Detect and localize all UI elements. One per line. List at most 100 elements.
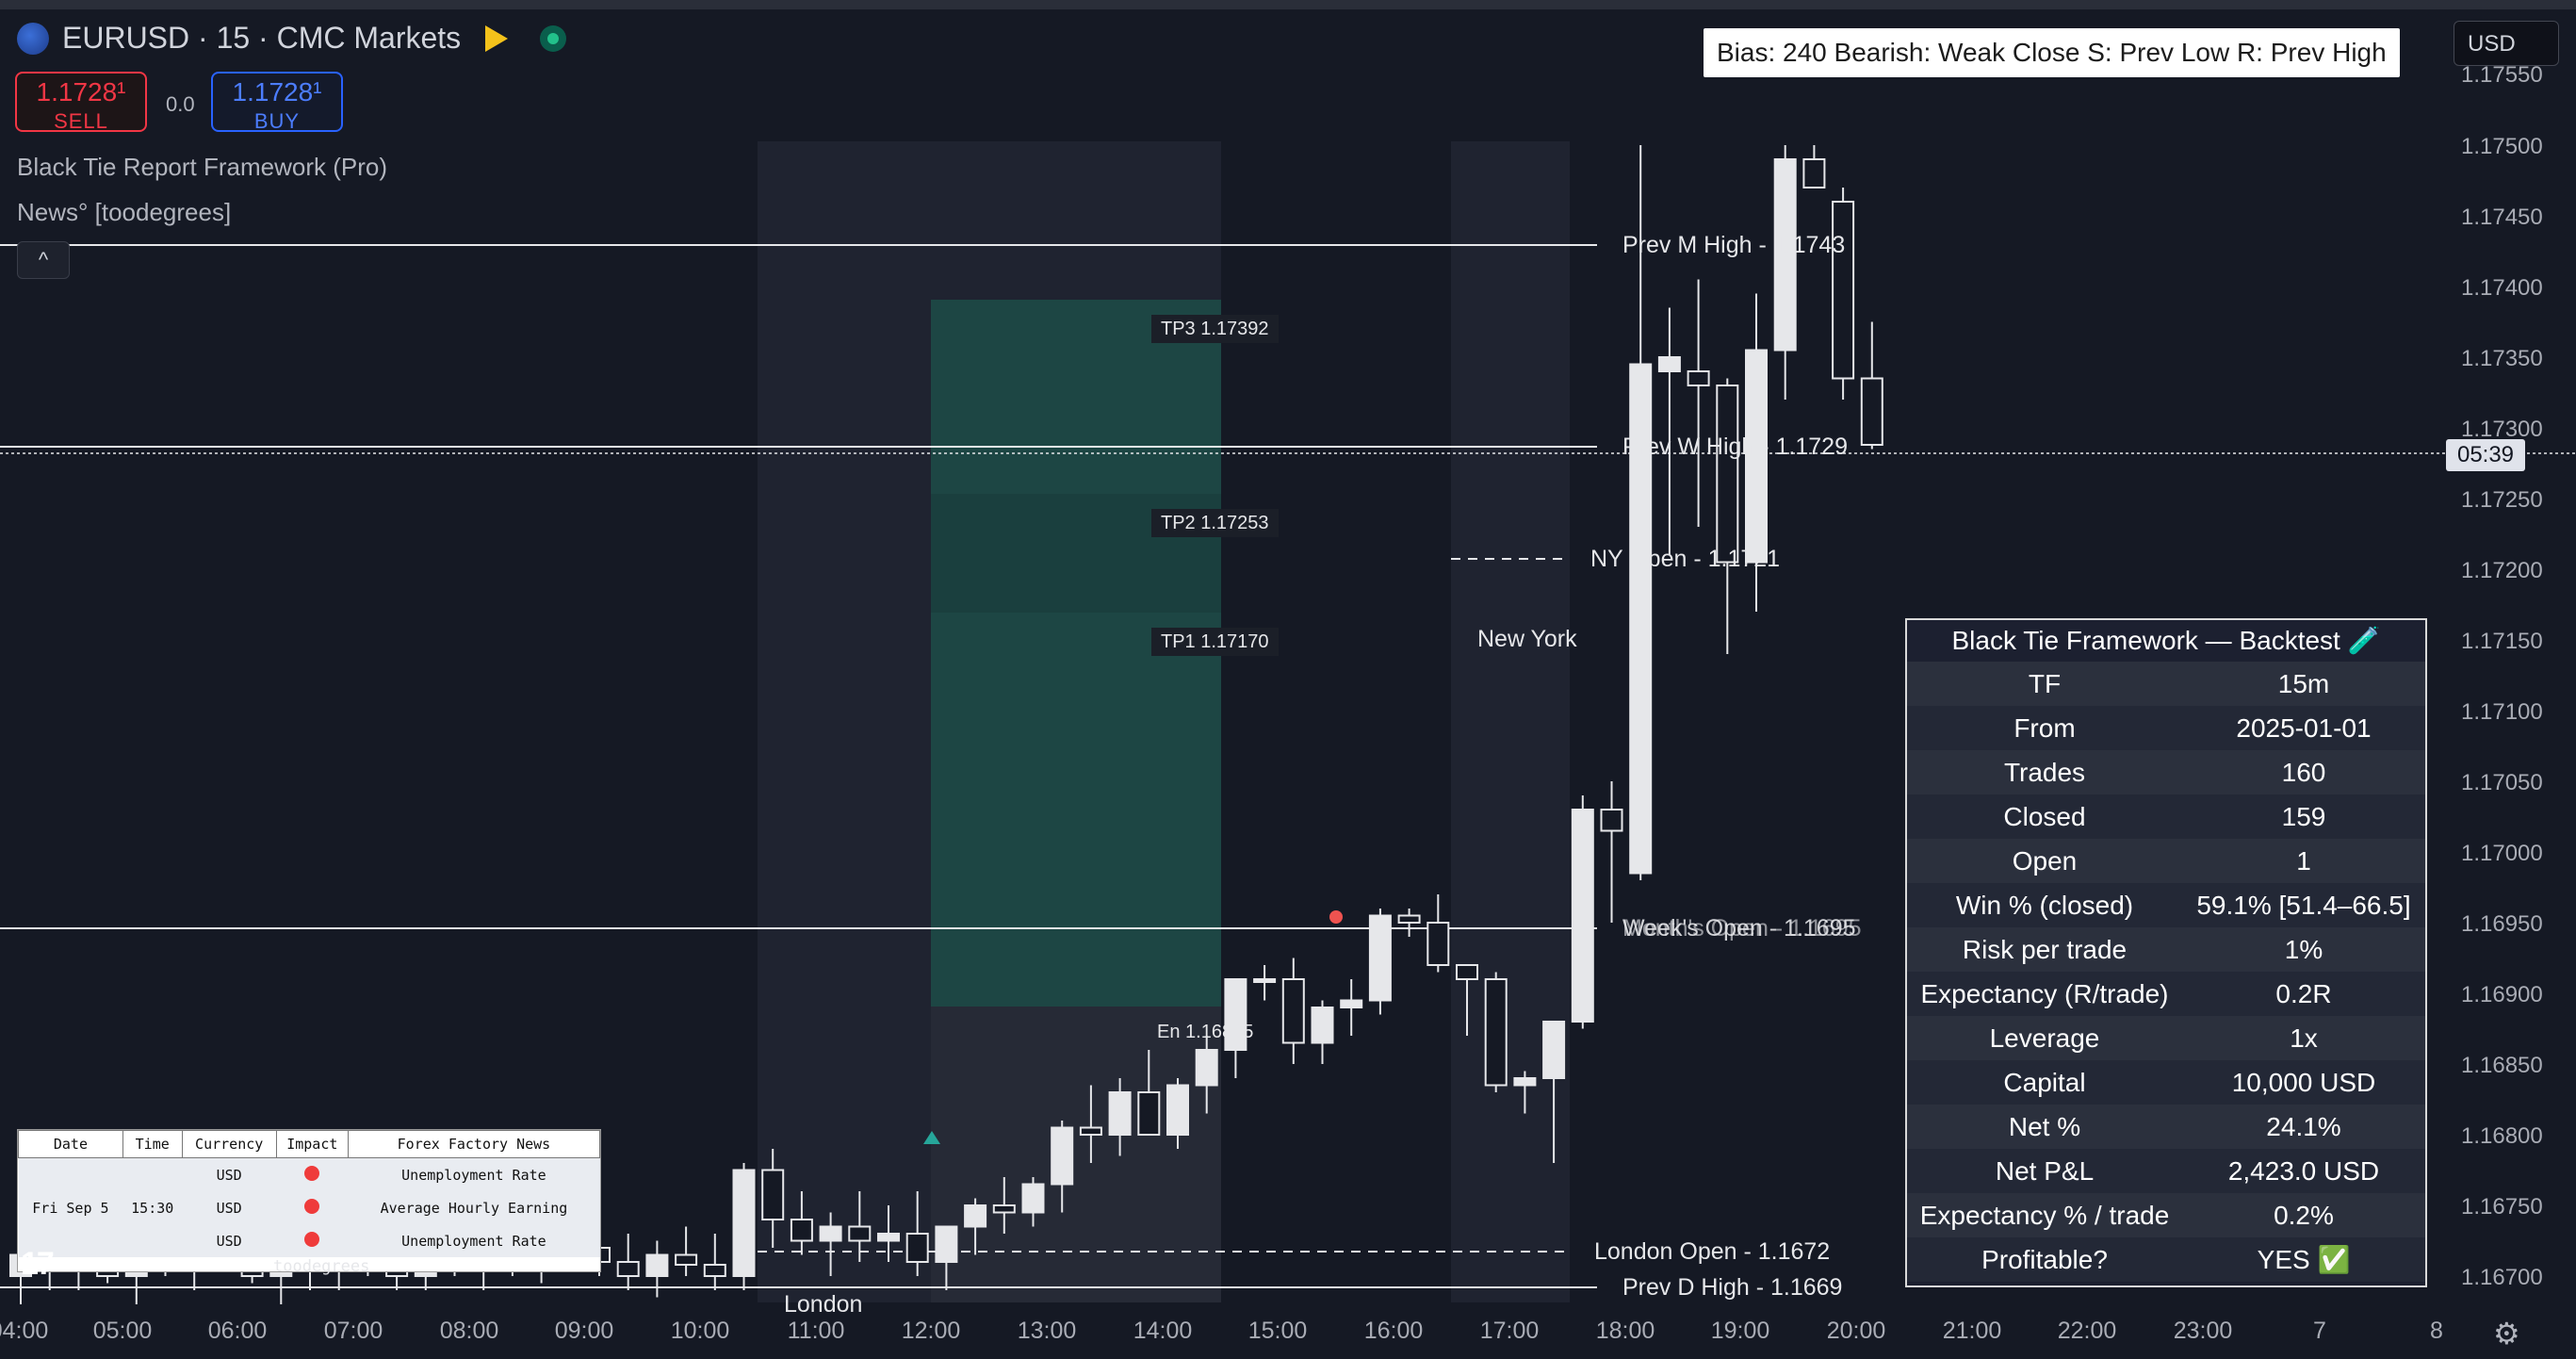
london-session-label: London	[784, 1291, 863, 1318]
news-currency: USD	[182, 1224, 277, 1257]
price-tick: 1.17100	[2461, 699, 2543, 725]
candle-up	[1513, 1077, 1537, 1087]
news-currency: USD	[182, 1191, 277, 1224]
month-open-label: Month's Open - 1.1695	[1622, 915, 1862, 941]
news-time: 15:30	[122, 1191, 183, 1224]
time-tick: 16:00	[1363, 1318, 1424, 1344]
backtest-row: Net % 24.1%	[1907, 1105, 2425, 1149]
candle-up	[1253, 978, 1277, 983]
flag-marker-icon[interactable]	[485, 25, 509, 52]
backtest-value: 59.1% [51.4–66.5]	[2196, 891, 2411, 920]
candle-up	[1224, 978, 1247, 1051]
candle-down	[1832, 201, 1855, 380]
tradingview-logo[interactable]: 17	[21, 1246, 55, 1282]
candle-down	[616, 1261, 640, 1277]
symbol-header[interactable]: EURUSD · 15 · CMC Markets	[17, 21, 567, 56]
candle-down	[1079, 1126, 1102, 1136]
buy-label: BUY	[253, 109, 301, 133]
candle-up	[1657, 356, 1681, 372]
sell-price: 1.1728¹	[36, 77, 126, 106]
candle-down	[703, 1264, 726, 1277]
candle-up	[1311, 1007, 1334, 1044]
backtest-row: Net P&L 2,423.0 USD	[1907, 1149, 2425, 1193]
indicator-news[interactable]: News° [toodegrees]	[17, 198, 232, 226]
backtest-row: Expectancy % / trade 0.2%	[1907, 1193, 2425, 1237]
candle-down	[1456, 964, 1478, 980]
time-tick: 12:00	[901, 1318, 961, 1344]
candle-up	[877, 1233, 900, 1242]
news-col-impact: Impact	[275, 1130, 349, 1158]
signal-dot-icon	[1329, 910, 1343, 924]
settings-gear-icon[interactable]: ⚙	[2493, 1317, 2520, 1351]
candle-down	[1427, 922, 1450, 966]
candle-up	[964, 1204, 987, 1228]
sell-label: SELL	[54, 109, 108, 133]
news-title: Average Hourly Earning	[348, 1191, 600, 1224]
backtest-value: 1%	[2284, 935, 2323, 964]
backtest-row: Expectancy (R/trade) 0.2R	[1907, 972, 2425, 1016]
time-tick: 18:00	[1595, 1318, 1655, 1344]
prev-m-high-label: Prev M High - 1.1743	[1622, 232, 1846, 258]
backtest-row: Closed 159	[1907, 794, 2425, 839]
backtest-row: Capital 10,000 USD	[1907, 1060, 2425, 1105]
candle-down	[848, 1225, 872, 1242]
impact-high-icon	[276, 1224, 349, 1257]
time-tick: 13:00	[1017, 1318, 1077, 1344]
price-tick: 1.17300	[2461, 417, 2543, 442]
symbol-title[interactable]: EURUSD · 15 · CMC Markets	[62, 21, 462, 55]
currency-selector[interactable]: USD	[2454, 21, 2559, 66]
backtest-value: 24.1%	[2266, 1112, 2341, 1141]
chevron-up-icon: ^	[38, 248, 49, 271]
entry-label: En 1.16895	[1157, 1022, 1254, 1042]
backtest-row: Profitable? YES ✅	[1907, 1237, 2425, 1282]
candle-up	[1745, 349, 1768, 564]
time-tick: 06:00	[207, 1318, 268, 1344]
backtest-key: Closed	[2003, 802, 2086, 831]
backtest-value: 2025-01-01	[2236, 713, 2372, 743]
sell-button[interactable]: 1.1728¹ SELL	[15, 72, 147, 133]
candle-down	[1484, 978, 1508, 1087]
prev-w-high-label: Prev W High - 1.1729	[1622, 434, 1848, 460]
prev-d-high-label: Prev D High - 1.1669	[1622, 1274, 1843, 1301]
backtest-row: Win % (closed) 59.1% [51.4–66.5]	[1907, 883, 2425, 927]
candle-up	[1108, 1091, 1132, 1136]
candle-down	[790, 1219, 813, 1242]
backtest-value: 1	[2296, 846, 2311, 876]
candle-down	[1600, 809, 1623, 832]
backtest-key: Profitable?	[1981, 1245, 2108, 1274]
bar-countdown: 05:39	[2446, 439, 2525, 471]
candle-up	[1166, 1084, 1189, 1136]
price-tick: 1.16900	[2461, 982, 2543, 1007]
price-tick: 1.17150	[2461, 629, 2543, 654]
price-tick: 1.17200	[2461, 558, 2543, 583]
backtest-key: Expectancy % / trade	[1919, 1201, 2170, 1230]
time-tick: 05:00	[92, 1318, 153, 1344]
time-tick: 14:00	[1133, 1318, 1193, 1344]
candle-down	[1281, 978, 1305, 1044]
time-tick: 11:00	[787, 1318, 845, 1344]
backtest-value: 10,000 USD	[2231, 1068, 2376, 1097]
news-date: Fri Sep 5	[18, 1191, 123, 1224]
indicator-black-tie[interactable]: Black Tie Report Framework (Pro)	[17, 153, 387, 181]
time-tick: 19:00	[1710, 1318, 1770, 1344]
price-tick: 1.16950	[2461, 911, 2543, 937]
candle-down	[1397, 914, 1421, 924]
price-tick: 1.16800	[2461, 1123, 2543, 1149]
entry-arrow-icon	[923, 1131, 940, 1144]
collapse-indicators-button[interactable]: ^	[17, 241, 70, 279]
week-open-label: Week's Open - 1.1695	[1622, 915, 1856, 941]
backtest-key: Net %	[2008, 1112, 2081, 1141]
price-tick: 1.17500	[2461, 134, 2543, 159]
eu-flag-icon	[17, 22, 49, 55]
candle-down	[761, 1169, 785, 1220]
backtest-key: Open	[2012, 846, 2078, 876]
backtest-key: Capital	[2003, 1068, 2086, 1097]
backtest-key: Risk per trade	[1962, 935, 2128, 964]
impact-high-icon	[276, 1191, 349, 1224]
time-tick: 04:00	[0, 1318, 49, 1344]
price-tick: 1.16700	[2461, 1265, 2543, 1290]
buy-button[interactable]: 1.1728¹ BUY	[211, 72, 343, 133]
price-tick: 1.17550	[2461, 62, 2543, 88]
market-open-icon[interactable]	[540, 25, 567, 52]
